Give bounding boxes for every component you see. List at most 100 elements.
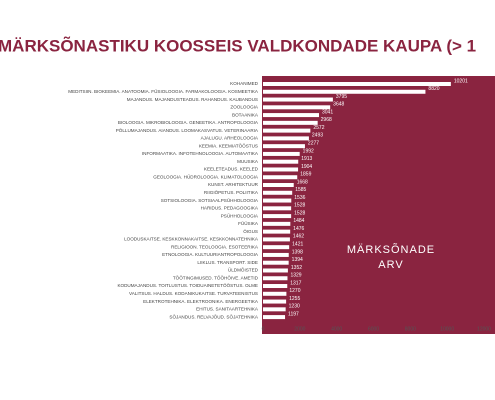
annotation: ARV [378, 259, 403, 271]
x-tick-label: 8000 [405, 326, 416, 332]
value-label: 1398 [292, 249, 303, 255]
value-label: 1462 [293, 234, 304, 240]
value-label: 3795 [336, 94, 347, 100]
value-label: 2572 [313, 125, 324, 131]
category-label: KODUMAJANDUS. TOITLUSTUS. TOIDUAINETETÖÖ… [117, 282, 258, 288]
bar [263, 315, 286, 320]
bar [263, 214, 292, 219]
category-label: INFORMAATIKA. INFOTEHNOLOOGIA. AUTOMAATI… [142, 151, 259, 156]
bar [263, 245, 290, 250]
bar [263, 221, 291, 226]
category-label: FÜÜSIKA [238, 220, 259, 226]
category-label: KUNST. ARHITEKTUUR [208, 182, 259, 187]
category-label: PSÜHHOLOOGIA [221, 212, 259, 218]
bar [263, 206, 292, 211]
bar [263, 237, 290, 242]
value-label: 3041 [322, 109, 333, 115]
bar [263, 144, 305, 149]
category-label: ÕIGUS [243, 228, 258, 234]
bar [263, 299, 287, 304]
category-label: MUUSIKA [237, 159, 259, 164]
value-label: 1859 [300, 172, 311, 178]
category-label: LOODUSKAITSE. KESKKONNAKAITSE. KESKKONNA… [124, 237, 259, 242]
value-label: 1317 [290, 280, 301, 286]
bar [263, 252, 289, 257]
x-tick-label: 4000 [331, 326, 342, 332]
value-label: 1484 [293, 218, 304, 224]
category-label: AJALUGU. ARHEOLOOGIA [201, 136, 259, 141]
value-label: 1197 [288, 311, 299, 317]
chart-title: MÄRKSÕNASTIKU KOOSSEIS VALDKONDADE KAUPA… [0, 35, 476, 55]
category-label: BOTAANIKA [232, 112, 259, 117]
value-label: 1329 [290, 273, 301, 279]
category-label: ETNOLOOGIA. KULTUURIANTROPOLOOGIA [162, 252, 259, 257]
bar [263, 260, 289, 265]
category-label: KEEMIA. KEEMIATÖÖSTUS [199, 142, 258, 148]
x-tick-label: 6000 [368, 326, 379, 332]
bar [263, 276, 288, 281]
category-label: RIIGIÕPETUS. POLIITIKA [204, 189, 259, 195]
bar [263, 268, 288, 273]
bar [263, 105, 331, 110]
bar [263, 120, 318, 125]
bar [263, 190, 293, 195]
value-label: 1536 [294, 195, 305, 201]
bar [263, 128, 311, 133]
category-label: MEDITSIIN. BIOKEEMIA. ANATOOMIA. FÜSIOLO… [68, 88, 259, 94]
value-label: 1230 [289, 304, 300, 310]
category-label: LIIKLUS. TRANSPORT. SIDE [197, 260, 258, 265]
value-label: 1913 [301, 156, 312, 162]
bar [263, 175, 298, 180]
category-label: SÕJANDUS. RELVAJÕUD. SÕJATEHNIKA [169, 313, 259, 319]
value-label: 3648 [333, 102, 344, 108]
category-label: ZOOLOOGIA [230, 105, 259, 110]
category-label: BIOLOOGIA. MIKROBIOLOOGIA. GENEETIKA. AN… [118, 120, 259, 125]
value-label: 1255 [289, 296, 300, 302]
value-label: 1394 [292, 257, 303, 263]
bar [263, 183, 294, 188]
category-label: ELEKTROTEHNIKA. ELEKTROONIKA. ENERGEETIK… [143, 299, 259, 304]
value-label: 2493 [312, 133, 323, 139]
bar [263, 307, 286, 312]
bar [263, 291, 287, 296]
value-label: 1528 [294, 210, 305, 216]
category-label: KOHANIMED [230, 81, 259, 86]
value-label: 1421 [292, 241, 303, 247]
value-label: 1476 [293, 226, 304, 232]
category-label: ÜLDMÕISTED [228, 267, 259, 273]
bar [263, 229, 291, 234]
category-label: RELIGIOON. TEOLOOGIA. ESOTEERIKA [171, 244, 259, 249]
bar [263, 198, 292, 203]
category-label: VALITSUS. HALDUS. KODANIKUKAITSE. TURVAT… [129, 291, 258, 296]
value-label: 1992 [303, 148, 314, 154]
category-label: GEOLOOGIA. HÜDROLOOGIA. KLIMATOLOOGIA [153, 173, 259, 179]
value-label: 10201 [454, 78, 468, 84]
category-label: TÖÖTINGIMUSED. TÖÖHÕIVE. AMETID [173, 274, 259, 280]
value-label: 1528 [294, 203, 305, 209]
value-label: 8820 [428, 86, 439, 92]
bar [263, 82, 451, 86]
bar [263, 167, 299, 172]
value-label: 1904 [301, 164, 312, 170]
bar [263, 284, 288, 289]
bar [263, 113, 320, 118]
x-tick-label: 2000 [294, 326, 305, 332]
bar [263, 159, 299, 164]
value-label: 1270 [289, 288, 300, 294]
value-label: 2968 [321, 117, 332, 123]
category-label: SOTSIOLOOGIA. SOTSIAALPSÜHHOLOOGIA [161, 197, 259, 203]
x-tick-label: 12000 [477, 326, 491, 332]
annotation: MÄRKSÕNADE [347, 243, 435, 256]
x-tick-label: 0 [262, 326, 265, 332]
x-tick-label: 10000 [440, 326, 454, 332]
bar [263, 89, 426, 94]
category-label: HARIDUS. PEDAGOOGIKA [201, 206, 259, 211]
value-label: 2277 [308, 140, 319, 146]
bar [263, 151, 300, 156]
panel [262, 76, 495, 334]
category-label: KEELETEADUS. KEELED [204, 167, 259, 172]
value-label: 1585 [295, 187, 306, 193]
category-label: MAJANDUS. MAJANDUSTEADUS. RAHANDUS. KAUB… [127, 97, 258, 102]
bar [263, 97, 333, 102]
